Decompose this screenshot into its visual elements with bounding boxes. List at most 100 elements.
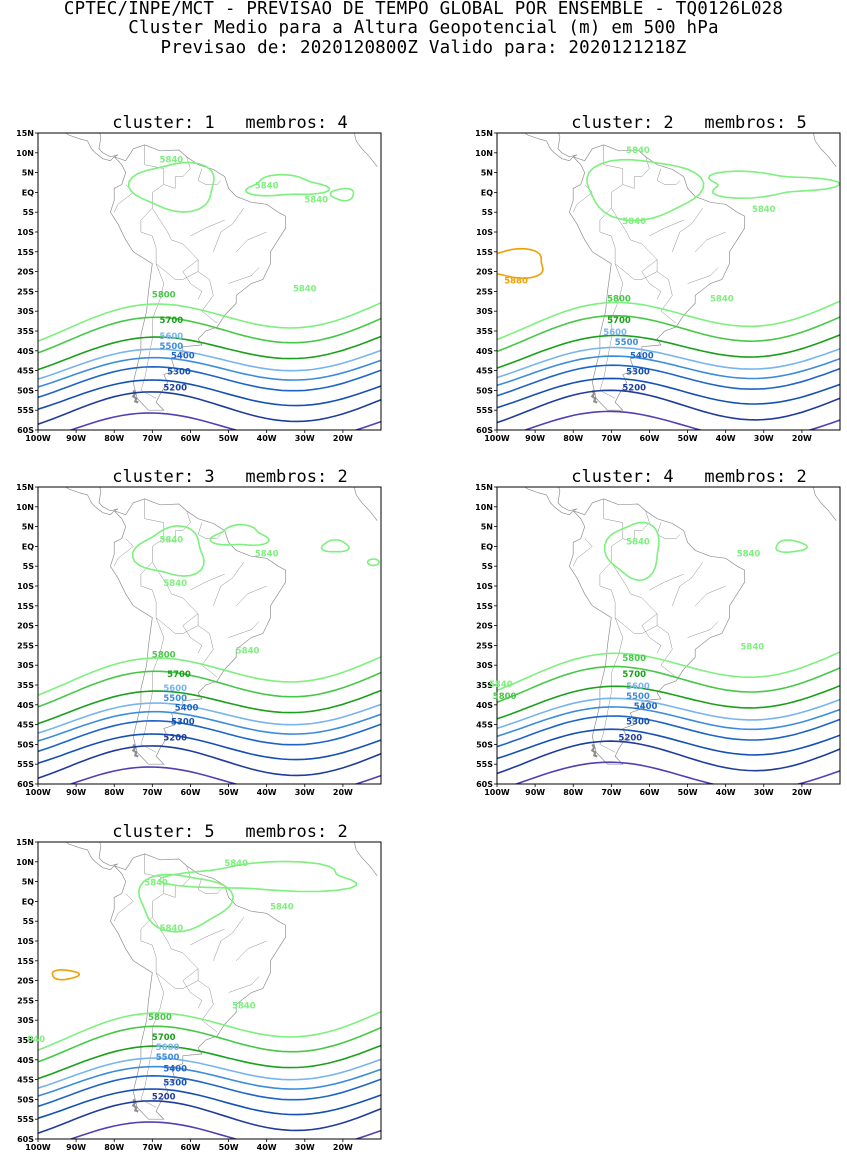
lon-tick-label: 50W: [678, 788, 698, 797]
lat-tick-label: 30S: [17, 307, 34, 316]
contour-label: 5840: [270, 902, 294, 912]
lat-tick-label: EQ: [481, 188, 493, 197]
lat-tick-label: 10N: [475, 149, 493, 158]
lat-tick-label: 55S: [17, 406, 34, 415]
lon-tick-label: 90W: [525, 788, 545, 797]
lon-tick-label: 70W: [601, 434, 621, 443]
lat-tick-label: 30S: [476, 661, 493, 670]
contour-5800: [38, 670, 381, 708]
contour-label: 5800: [622, 654, 646, 664]
contour-5500: [497, 706, 840, 738]
contour-closed-5880: [51, 969, 81, 981]
lat-tick-label: 40S: [476, 347, 493, 356]
contour-label: 5840: [293, 284, 317, 294]
lon-tick-label: 30W: [295, 788, 315, 797]
lat-tick-label: 50S: [17, 1095, 34, 1104]
lon-tick-label: 30W: [754, 434, 774, 443]
contour-5700: [38, 1044, 381, 1080]
lon-tick-label: 40W: [257, 788, 277, 797]
contour-label: 5880: [504, 276, 528, 286]
lat-tick-label: 45S: [476, 721, 493, 730]
contour-closed-5840: [320, 539, 350, 553]
lat-tick-label: 30S: [17, 661, 34, 670]
lat-tick-label: 60S: [17, 426, 34, 435]
lon-tick-label: 40W: [257, 434, 277, 443]
lon-tick-label: 50W: [678, 434, 698, 443]
contour-5840: [38, 1011, 381, 1051]
contour-label: 5840: [255, 549, 279, 559]
contour-label: 5300: [167, 368, 191, 378]
lat-tick-label: 40S: [476, 701, 493, 710]
lat-tick-label: EQ: [22, 542, 34, 551]
contour-label: 840: [27, 1035, 45, 1045]
lat-tick-label: 5N: [481, 523, 493, 532]
lat-tick-label: 5N: [22, 878, 34, 887]
lat-tick-label: 20S: [476, 268, 493, 277]
contour-5200: [38, 745, 381, 779]
contour-5500: [38, 1065, 381, 1097]
lon-tick-label: 100W: [484, 434, 510, 443]
lat-tick-label: 15S: [17, 957, 34, 966]
lon-tick-label: 30W: [295, 434, 315, 443]
lat-tick-label: 20S: [17, 268, 34, 277]
panel-title: cluster: 5 membros: 2: [112, 822, 348, 842]
contour-label: 5800: [493, 692, 517, 702]
contour-label: 5200: [619, 733, 643, 743]
lon-tick-label: 90W: [66, 1143, 86, 1152]
contour-closed-5880: [497, 247, 544, 280]
lat-tick-label: 60S: [17, 1135, 34, 1144]
contour-closed-5840: [775, 539, 808, 553]
contour-5400: [38, 719, 381, 753]
lon-tick-label: 80W: [563, 788, 583, 797]
contour-5500: [38, 710, 381, 742]
map-panel-cluster-1: cluster: 1 membros: 4 15N 10N 5N EQ 5S 10S 15S 2…: [16, 113, 422, 465]
contour-label: 5200: [163, 383, 187, 393]
panel-title: cluster: 3 membros: 2: [112, 467, 348, 487]
lat-tick-label: 60S: [17, 780, 34, 789]
lat-tick-label: 5S: [23, 208, 35, 217]
contour-5300: [38, 733, 381, 764]
contour-5840: [38, 302, 381, 342]
contour-label: 5400: [171, 352, 195, 362]
lon-tick-label: 60W: [180, 434, 200, 443]
lon-tick-label: 20W: [792, 434, 812, 443]
lon-tick-label: 40W: [716, 788, 736, 797]
contour-5600: [497, 697, 840, 730]
lat-tick-label: 55S: [17, 760, 34, 769]
contour-5700: [497, 334, 840, 369]
lat-tick-label: 55S: [476, 406, 493, 415]
contour-label: 5600: [160, 332, 184, 342]
lat-tick-label: 30S: [476, 307, 493, 316]
contour-label: 5840: [163, 579, 187, 589]
contour-closed-5840: [157, 860, 358, 893]
contour-label: 5600: [626, 682, 650, 692]
contour-label: 5840: [232, 1001, 256, 1011]
contour-closed-5840: [707, 170, 840, 200]
contour-5400: [497, 364, 840, 397]
lat-tick-label: 25S: [17, 641, 34, 650]
lat-tick-label: 45S: [476, 367, 493, 376]
lat-tick-label: EQ: [481, 542, 493, 551]
lon-tick-label: 60W: [180, 1143, 200, 1152]
lat-tick-label: 5S: [482, 562, 494, 571]
contour-5500: [497, 355, 840, 387]
lon-tick-label: 70W: [601, 788, 621, 797]
panel-title: cluster: 1 membros: 4: [112, 113, 348, 133]
contour-label: 5600: [603, 328, 627, 338]
lon-tick-label: 80W: [104, 434, 124, 443]
contour-label: 5700: [607, 316, 631, 326]
geopotential-map: 15N 10N 5N EQ 5S 10S 15S 20S 25S 30S 35S 40S 45S 50S 5…: [16, 483, 382, 797]
geopotential-map: 15N 10N 5N EQ 5S 10S 15S 20S 25S 30S 35S 40S 45S 50S 5…: [475, 129, 841, 443]
contour-label: 5800: [152, 650, 176, 660]
lat-tick-label: 45S: [17, 721, 34, 730]
lat-tick-label: 15S: [476, 248, 493, 257]
contour-closed-5840: [244, 174, 331, 197]
lon-tick-label: 90W: [66, 788, 86, 797]
lat-tick-label: 10S: [476, 228, 493, 237]
lat-tick-label: EQ: [22, 188, 34, 197]
panel-title: cluster: 4 membros: 2: [571, 467, 807, 487]
contour-label: 5840: [622, 217, 646, 227]
lat-tick-label: 55S: [17, 1115, 34, 1124]
contour-label: 5840: [236, 646, 260, 656]
lat-tick-label: 35S: [17, 1036, 34, 1045]
